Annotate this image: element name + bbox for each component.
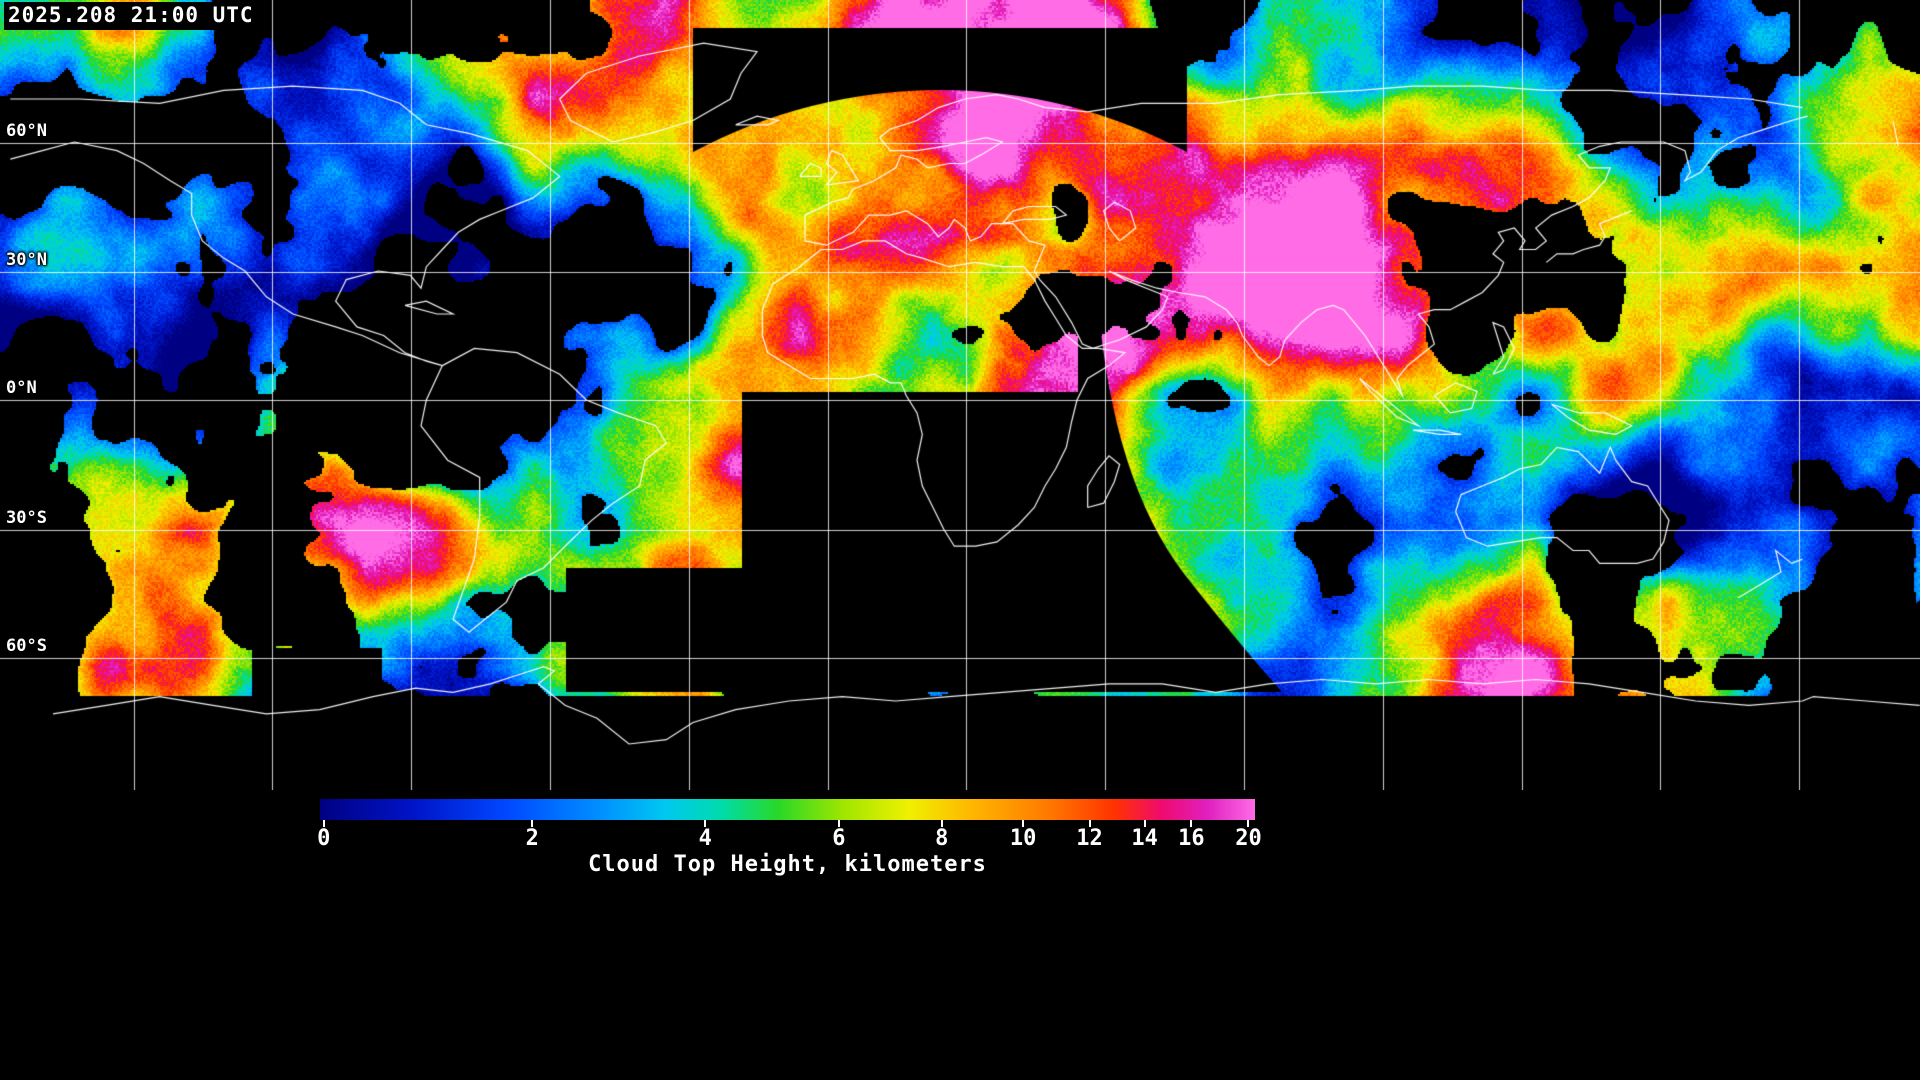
colorbar-tick-mark [1247,820,1250,827]
latitude-label: 30°S [6,508,47,528]
colorbar-tick-mark [1022,820,1025,827]
latitude-label: 0°N [6,378,37,398]
timestamp-label: 2025.208 21:00 UTC [4,2,262,30]
colorbar-tick-mark [1190,820,1193,827]
colorbar-tick-mark [704,820,707,827]
colorbar-tick-mark [322,820,325,827]
world-cloud-map-canvas [0,0,1920,790]
latitude-label: 60°S [6,636,47,656]
colorbar-tick-label: 14 [1131,826,1158,851]
colorbar-tick-mark [1143,820,1146,827]
latitude-label: 60°N [6,121,47,141]
colorbar-tick-label: 12 [1076,826,1103,851]
colorbar-tick-mark [531,820,534,827]
colorbar-tick-label: 0 [317,826,331,851]
colorbar-gradient [320,799,1255,820]
colorbar-tick-label: 20 [1235,826,1262,851]
colorbar-tick-label: 10 [1009,826,1037,851]
colorbar-tick-mark [837,820,840,827]
colorbar-tick-mark [940,820,943,827]
colorbar-tick-label: 2 [525,826,539,851]
colorbar-tick-label: 16 [1178,826,1205,851]
colorbar-tick-label: 6 [832,826,846,851]
colorbar-title: Cloud Top Height, kilometers [588,852,987,877]
colorbar-tick-label: 8 [935,826,949,851]
latitude-label: 30°N [6,250,47,270]
colorbar-tick-label: 4 [698,826,712,851]
colorbar-tick-mark [1088,820,1091,827]
